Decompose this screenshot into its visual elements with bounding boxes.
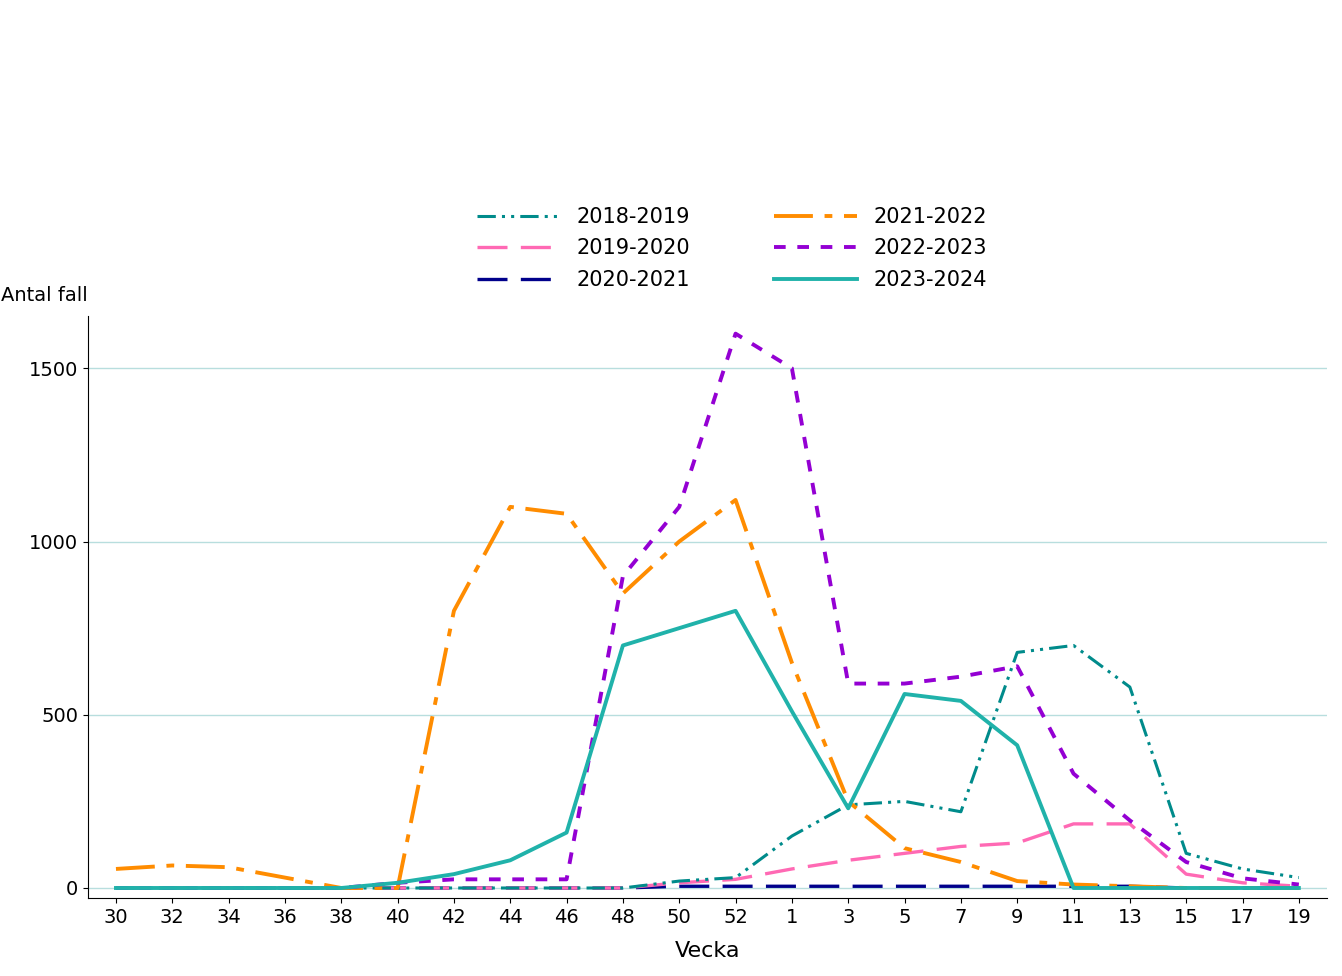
- Legend: 2018-2019, 2019-2020, 2020-2021, 2021-2022, 2022-2023, 2023-2024: 2018-2019, 2019-2020, 2020-2021, 2021-20…: [468, 199, 996, 299]
- Text: Antal fall: Antal fall: [1, 286, 87, 305]
- X-axis label: Vecka: Vecka: [675, 941, 741, 961]
